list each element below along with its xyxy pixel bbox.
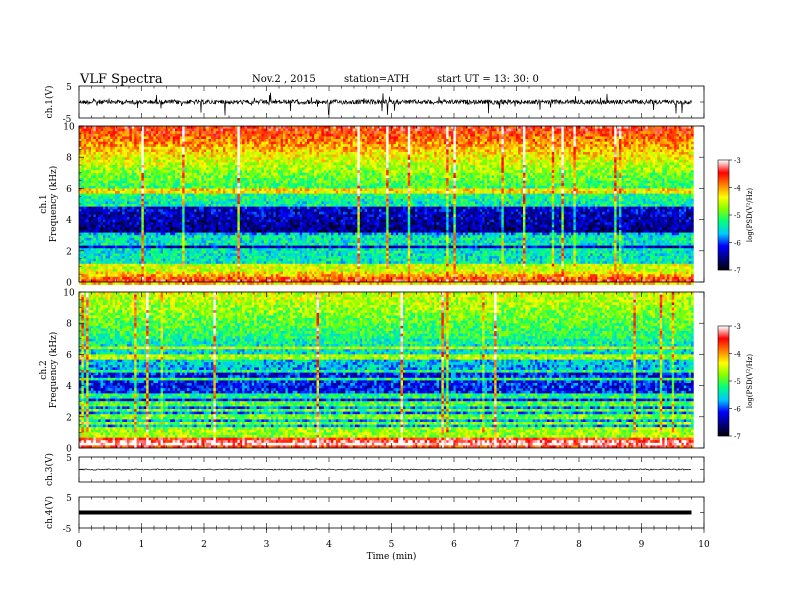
ch1-spectrogram-ytick-label: 10 (63, 123, 75, 133)
x-axis-tick-label: 8 (576, 540, 582, 550)
ch1-spectrogram-ytick-label: 0 (66, 279, 72, 289)
ch2-spectrogram-ylabel-freq: Frequency (kHz) (48, 332, 59, 409)
ch2-spectrogram-colorbar-tick-label: -7 (734, 433, 741, 441)
ch1-spectrogram-ytick-label: 6 (66, 185, 72, 195)
ch4-waveform-ylabel: ch.4(V) (44, 496, 55, 529)
ch1-spectrogram-heatmap (79, 126, 694, 285)
x-axis-tick-label: 1 (139, 540, 145, 550)
x-axis-tick-label: 10 (698, 540, 710, 550)
x-axis-tick-label: 0 (76, 540, 82, 550)
ch2-spectrogram-colorbar-tick-label: -4 (734, 351, 741, 359)
ch1-spectrogram-ylabel-channel: ch.1 (39, 194, 49, 213)
ch1-spectrogram-colorbar-tick-label: -3 (734, 157, 741, 165)
ch2-spectrogram-ytick-label: 0 (66, 445, 72, 455)
ch3-waveform-trace (79, 469, 691, 470)
x-axis-tick-label: 4 (326, 540, 332, 550)
ch2-spectrogram-heatmap (79, 292, 694, 448)
ch1-spectrogram-colorbar-tick-label: -5 (734, 212, 741, 220)
ch1-spectrogram-colorbar-tick-label: -6 (734, 240, 741, 248)
ch1-waveform-ytick-label: 5 (66, 83, 72, 93)
ch1-waveform-ylabel: ch.1(V) (44, 86, 55, 119)
ch2-spectrogram-colorbar (718, 326, 729, 436)
ch1-waveform-trace (79, 93, 692, 116)
ch1-spectrogram-colorbar-label: log(PSD(V²/Hz) (746, 188, 754, 243)
ch2-spectrogram-ytick-label: 6 (66, 351, 72, 361)
x-axis-tick-label: 9 (639, 540, 645, 550)
x-axis-label: Time (min) (367, 551, 417, 562)
ch2-spectrogram-ylabel-channel: ch.2 (39, 360, 49, 379)
ch2-spectrogram-ytick-label: 8 (66, 320, 72, 330)
ch1-spectrogram-ytick-label: 8 (66, 154, 72, 164)
ch2-spectrogram-colorbar-tick-label: -5 (734, 378, 741, 386)
x-axis-tick-label: 3 (264, 540, 270, 550)
ch1-spectrogram-colorbar (718, 160, 729, 270)
ch2-spectrogram-ytick-label: 4 (66, 382, 72, 392)
x-axis-tick-label: 5 (389, 540, 395, 550)
ch3-waveform-ylabel: ch.3(V) (44, 453, 55, 486)
ch1-spectrogram-ytick-label: 2 (66, 247, 72, 257)
ch2-spectrogram-ytick-label: 2 (66, 413, 72, 423)
ch2-spectrogram-colorbar-tick-label: -3 (734, 323, 741, 331)
ch1-spectrogram-colorbar-tick-label: -4 (734, 185, 741, 193)
x-axis-tick-label: 2 (201, 540, 207, 550)
x-axis-tick-label: 7 (514, 540, 520, 550)
ch3-waveform-ytick-label: 5 (66, 454, 72, 464)
ch2-spectrogram-colorbar-label: log(PSD(V²/Hz) (746, 354, 754, 409)
ch1-spectrogram-ytick-label: 4 (66, 216, 72, 226)
ch4-waveform-ytick-label: 5 (66, 494, 72, 504)
ch2-spectrogram-ytick-label: 10 (63, 289, 75, 299)
ch4-waveform-ytick-label: -5 (63, 525, 72, 535)
ch1-spectrogram-ylabel-freq: Frequency (kHz) (48, 166, 59, 243)
ch1-spectrogram-colorbar-tick-label: -7 (734, 267, 741, 275)
x-axis-tick-label: 6 (451, 540, 457, 550)
ch2-spectrogram-colorbar-tick-label: -6 (734, 406, 741, 414)
